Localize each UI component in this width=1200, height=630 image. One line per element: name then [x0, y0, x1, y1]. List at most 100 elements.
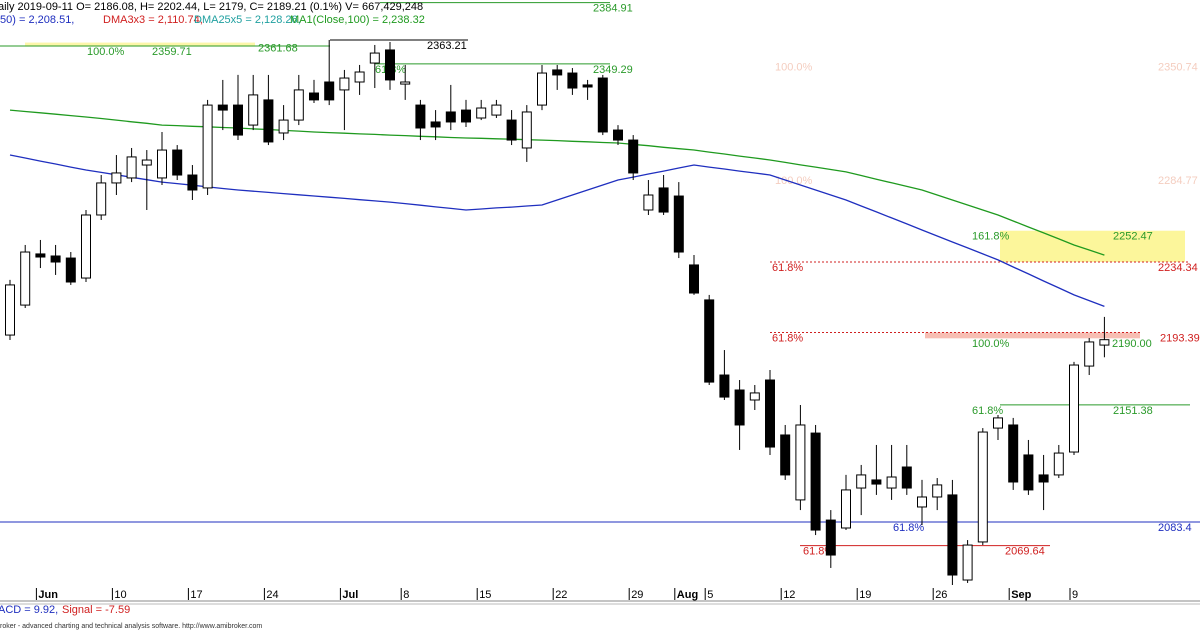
candle-body: [780, 434, 791, 476]
candle-body: [400, 81, 411, 85]
candle-body: [339, 77, 350, 91]
level-value: 2193.39: [1160, 332, 1200, 344]
texts: aily 2019-09-11 O= 2186.08, H= 2202.44, …: [0, 1, 425, 630]
macd-label: ACD = 9.92,: [0, 604, 58, 616]
candle-body: [795, 424, 806, 501]
candle-body: [1023, 454, 1034, 491]
quote-header: aily 2019-09-11 O= 2186.08, H= 2202.44, …: [0, 1, 423, 13]
x-tick-label: 9: [1072, 589, 1078, 601]
candle-body: [901, 466, 912, 489]
candle-body: [415, 104, 426, 129]
x-tick-label: Jun: [38, 589, 58, 601]
candle-body: [643, 194, 654, 211]
x-tick-label: 12: [783, 589, 795, 601]
candle-body: [81, 214, 91, 279]
x-tick-label: Jul: [342, 589, 358, 601]
candle-body: [917, 496, 927, 508]
candle-body: [506, 119, 517, 141]
candle-body: [582, 84, 593, 88]
candle-body: [537, 72, 547, 106]
level-value: 2069.64: [1005, 546, 1045, 558]
indicator-label: MA1(Close,100) = 2,238.32: [290, 14, 425, 26]
x-tick-label: 24: [266, 589, 278, 601]
candle-body: [962, 544, 973, 581]
candle-body: [293, 89, 304, 121]
level-value: 2083.4: [1158, 522, 1192, 534]
x-tick-label: Aug: [677, 589, 698, 601]
candle-body: [324, 81, 335, 101]
x-tick-label: 10: [114, 589, 126, 601]
candle-body: [309, 92, 319, 101]
level-percent: 61.8%: [972, 405, 1003, 417]
candle-body: [126, 156, 137, 179]
candle-body: [932, 484, 943, 498]
candle-body: [476, 107, 487, 119]
candle-body: [856, 474, 867, 489]
candle-body: [202, 104, 213, 189]
candle-body: [491, 104, 502, 116]
candle-body: [50, 255, 61, 263]
candle-body: [141, 159, 152, 166]
x-tick-label: 15: [479, 589, 491, 601]
candle-body: [1099, 339, 1110, 346]
candle-body: [157, 149, 167, 179]
indicator-label: ,50) = 2,208.51,: [0, 14, 74, 26]
candle-body: [765, 379, 775, 448]
level-band: [1000, 230, 1185, 262]
candle-body: [248, 94, 259, 126]
candle-body: [977, 431, 988, 543]
x-tick-label: 22: [555, 589, 567, 601]
candle-body: [613, 129, 623, 141]
candle-body: [96, 182, 107, 216]
candle-body: [111, 172, 122, 184]
candle-body: [871, 479, 882, 485]
candle-body: [704, 299, 715, 383]
candle-body: [65, 257, 76, 283]
moving-average: [9, 109, 1105, 256]
level-value: 2350.74: [1158, 61, 1198, 73]
candle-body: [658, 187, 669, 213]
candle-body: [749, 392, 760, 401]
level-value: 2151.38: [1113, 405, 1153, 417]
x-tick-label: 8: [403, 589, 409, 601]
candle-body: [886, 476, 897, 489]
candle-body: [187, 174, 198, 191]
candle-body: [552, 69, 563, 76]
candle-body: [734, 389, 745, 426]
candle-body: [521, 111, 532, 149]
candle-body: [278, 119, 289, 134]
level-value: 2252.47: [1113, 231, 1153, 243]
candles: [5, 39, 1110, 586]
level-value: 2190.00: [1112, 338, 1152, 350]
level-percent: 100.0%: [775, 175, 813, 187]
x-tick-label: 17: [190, 589, 202, 601]
level-value: 2361.68: [258, 42, 298, 54]
candle-body: [628, 139, 639, 174]
candle-body: [673, 195, 684, 253]
level-value: 2363.21: [427, 40, 467, 52]
candle-body: [947, 494, 958, 576]
candle-body: [5, 284, 15, 336]
candle-body: [430, 121, 441, 128]
level-value: 2349.29: [593, 64, 633, 76]
candle-body: [825, 519, 836, 556]
candle-body: [385, 49, 395, 81]
candle-body: [369, 52, 380, 64]
candle-body: [354, 71, 365, 83]
candle-body: [1084, 341, 1095, 367]
candle-body: [263, 99, 274, 143]
bands: [25, 42, 1185, 339]
candle-body: [993, 417, 1003, 429]
candle-body: [1053, 452, 1064, 476]
x-tick-label: 29: [631, 589, 643, 601]
candle-body: [567, 72, 578, 89]
level-value: 2384.91: [593, 2, 633, 14]
level-percent: 61.8%: [893, 522, 924, 534]
candle-body: [810, 432, 821, 531]
level-percent: 61.8%: [772, 332, 803, 344]
level-value: 2234.34: [1158, 262, 1198, 274]
level-value: 2284.77: [1158, 175, 1198, 187]
level-percent: 100.0%: [87, 46, 125, 58]
candle-body: [217, 104, 228, 111]
